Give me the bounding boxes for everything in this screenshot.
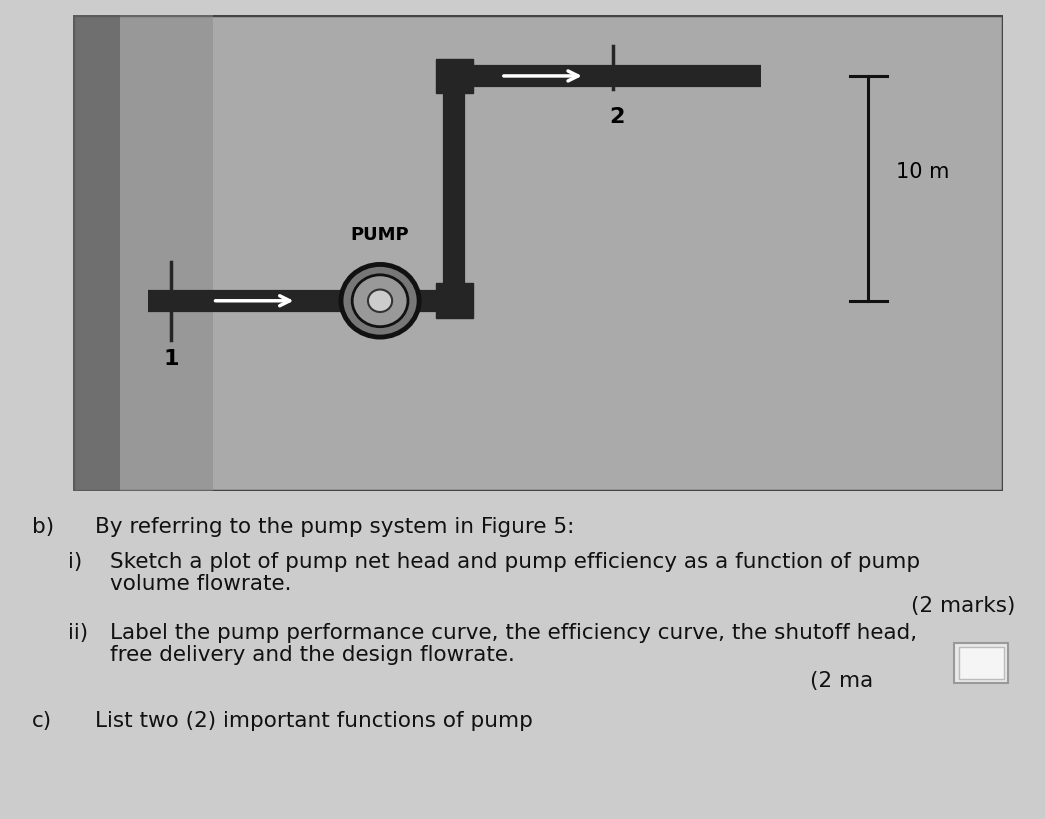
Text: i): i) <box>68 551 83 571</box>
Text: List two (2) important functions of pump: List two (2) important functions of pump <box>95 710 533 730</box>
Bar <box>436 284 473 319</box>
Circle shape <box>352 275 408 328</box>
Text: By referring to the pump system in Figure 5:: By referring to the pump system in Figur… <box>95 516 575 536</box>
Text: free delivery and the design flowrate.: free delivery and the design flowrate. <box>110 645 515 664</box>
Text: 1: 1 <box>163 349 179 369</box>
FancyBboxPatch shape <box>959 647 1004 679</box>
Text: 10 m: 10 m <box>897 162 950 182</box>
Bar <box>73 16 119 491</box>
Bar <box>73 16 213 491</box>
Text: Label the pump performance curve, the efficiency curve, the shutoff head,: Label the pump performance curve, the ef… <box>110 622 918 642</box>
Circle shape <box>341 265 419 337</box>
Text: (2 marks): (2 marks) <box>910 595 1015 616</box>
Text: volume flowrate.: volume flowrate. <box>110 572 292 593</box>
FancyBboxPatch shape <box>954 643 1008 683</box>
Text: PUMP: PUMP <box>351 225 410 243</box>
Text: (2 ma: (2 ma <box>810 670 874 690</box>
Text: c): c) <box>32 710 52 730</box>
Text: 2: 2 <box>609 107 625 127</box>
Circle shape <box>368 290 392 313</box>
Text: b): b) <box>32 516 54 536</box>
Text: Sketch a plot of pump net head and pump efficiency as a function of pump: Sketch a plot of pump net head and pump … <box>110 551 921 571</box>
Bar <box>436 60 473 94</box>
Text: ii): ii) <box>68 622 88 642</box>
